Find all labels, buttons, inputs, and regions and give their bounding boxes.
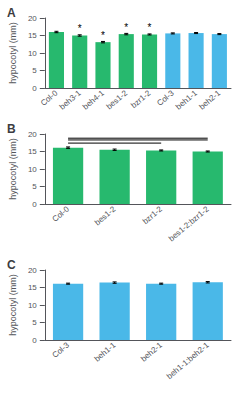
- svg-text:hypocotyl (mm): hypocotyl (mm): [8, 22, 18, 84]
- svg-text:15: 15: [28, 283, 37, 292]
- svg-text:Col-3: Col-3: [51, 340, 72, 360]
- svg-text:*: *: [101, 30, 105, 41]
- svg-text:beh3-1: beh3-1: [58, 88, 83, 111]
- svg-text:beh2-1: beh2-1: [139, 340, 164, 363]
- svg-text:15: 15: [28, 31, 37, 40]
- svg-text:5: 5: [32, 318, 37, 327]
- svg-text:10: 10: [28, 301, 37, 310]
- svg-text:A: A: [7, 6, 16, 20]
- svg-text:bzr1-2: bzr1-2: [141, 204, 165, 226]
- svg-text:*: *: [78, 23, 82, 34]
- svg-text:0: 0: [32, 336, 37, 345]
- svg-text:20: 20: [28, 266, 37, 275]
- svg-text:20: 20: [28, 130, 37, 139]
- svg-text:10: 10: [28, 165, 37, 174]
- svg-text:hypocotyl (mm): hypocotyl (mm): [8, 138, 18, 200]
- svg-text:5: 5: [32, 182, 37, 191]
- svg-text:20: 20: [28, 14, 37, 23]
- svg-text:*: *: [124, 22, 128, 33]
- svg-text:0: 0: [32, 84, 37, 93]
- svg-text:beh1-1;beh2-1: beh1-1;beh2-1: [165, 340, 211, 381]
- svg-text:beh1-1: beh1-1: [174, 88, 199, 111]
- svg-text:hypocotyl (mm): hypocotyl (mm): [8, 274, 18, 336]
- svg-text:Col-0: Col-0: [51, 204, 72, 224]
- svg-text:beh4-1: beh4-1: [81, 88, 106, 111]
- svg-text:10: 10: [28, 49, 37, 58]
- svg-text:Col-3: Col-3: [155, 88, 176, 108]
- svg-text:bes1-2: bes1-2: [93, 204, 118, 227]
- svg-text:bzr1-2: bzr1-2: [129, 88, 153, 110]
- svg-text:5: 5: [32, 66, 37, 75]
- svg-text:beh2-1: beh2-1: [197, 88, 222, 111]
- svg-text:Col-0: Col-0: [39, 88, 60, 108]
- svg-text:*: *: [148, 22, 152, 33]
- svg-text:C: C: [7, 258, 16, 272]
- svg-text:beh1-1: beh1-1: [93, 340, 118, 363]
- svg-text:bes1-2: bes1-2: [105, 88, 130, 111]
- svg-text:B: B: [7, 122, 16, 136]
- svg-text:15: 15: [28, 147, 37, 156]
- svg-text:0: 0: [32, 200, 37, 209]
- svg-text:bes1-2;bzr1-2: bes1-2;bzr1-2: [167, 204, 211, 243]
